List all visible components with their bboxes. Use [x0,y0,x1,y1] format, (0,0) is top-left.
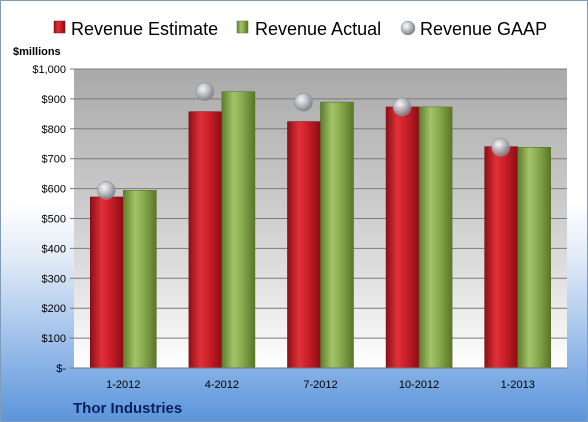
y-tick-label: $300 [42,273,66,285]
y-tick-label: $100 [42,333,66,345]
y-tick-label: $700 [42,154,66,166]
x-tick-label: 10-2012 [399,379,439,391]
bar-revenue-actual [123,190,157,369]
marker-revenue-gaap [195,82,215,102]
bar-revenue-actual [517,147,552,369]
bar-revenue-estimate [90,196,124,369]
legend-label-revenue-actual: Revenue Actual [255,19,381,39]
y-tick-label: $400 [42,243,66,255]
bar-revenue-actual [221,91,256,369]
x-axis: 1-2012 4-2012 7-2012 10-2012 1-2013 [106,379,535,391]
y-tick-label: $800 [42,124,66,136]
y-tick-label: $200 [42,303,66,315]
y-tick-label: $1,000 [32,64,66,76]
y-tick-label: $- [56,363,66,375]
legend-swatch-revenue-actual [236,20,249,34]
company-name: Thor Industries [73,400,182,417]
y-tick-label: $600 [42,184,66,196]
legend-marker-revenue-gaap [400,20,416,36]
x-tick-label: 7-2012 [303,379,337,391]
legend-label-revenue-estimate: Revenue Estimate [71,19,218,39]
marker-revenue-gaap [97,181,116,200]
x-tick-label: 1-2012 [106,379,140,391]
x-tick-label: 4-2012 [205,379,239,391]
marker-revenue-gaap [392,97,412,117]
legend-swatch-revenue-estimate [53,20,66,34]
bar-revenue-estimate [385,106,420,369]
bar-revenue-actual [320,101,354,369]
legend-label-revenue-gaap: Revenue GAAP [420,19,547,39]
legend: Revenue Estimate Revenue Actual Revenue … [53,19,547,39]
bar-revenue-actual [418,106,453,369]
bar-revenue-estimate [287,121,321,369]
bar-revenue-estimate [188,111,223,369]
y-tick-label: $900 [42,94,66,106]
y-axis: $- $100 $200 $300 $400 $500 $600 $700 $800 $900 $1… [32,64,74,375]
marker-revenue-gaap [491,138,511,157]
gaap-markers [97,82,511,200]
bar-revenue-estimate [484,146,519,369]
x-tick-label: 1-2013 [501,379,535,391]
y-axis-unit-label: $millions [13,46,61,58]
bars [90,91,552,369]
marker-revenue-gaap [294,92,313,112]
y-tick-label: $500 [42,214,66,226]
